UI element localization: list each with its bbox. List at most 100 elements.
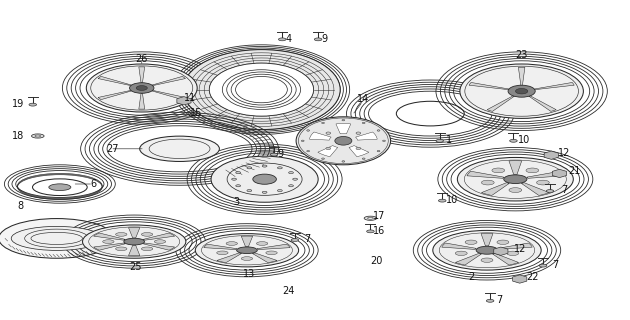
Polygon shape — [309, 132, 331, 140]
Polygon shape — [203, 244, 237, 250]
Polygon shape — [336, 124, 351, 134]
Polygon shape — [522, 183, 549, 196]
Text: 23: 23 — [515, 50, 528, 60]
Ellipse shape — [460, 64, 583, 118]
Text: 12: 12 — [513, 244, 526, 254]
Ellipse shape — [270, 153, 278, 156]
Text: 6: 6 — [90, 179, 96, 189]
Ellipse shape — [486, 300, 494, 302]
Ellipse shape — [83, 225, 186, 258]
Text: 19: 19 — [11, 99, 24, 109]
Ellipse shape — [377, 130, 380, 131]
Text: 16: 16 — [373, 226, 386, 236]
Text: 2: 2 — [468, 272, 474, 282]
Ellipse shape — [465, 240, 477, 244]
Ellipse shape — [539, 264, 547, 267]
Ellipse shape — [433, 230, 541, 270]
Ellipse shape — [289, 172, 294, 174]
Ellipse shape — [307, 150, 309, 152]
Ellipse shape — [314, 38, 322, 41]
Polygon shape — [129, 228, 140, 238]
Ellipse shape — [377, 150, 380, 152]
Text: 18: 18 — [11, 131, 24, 141]
Polygon shape — [98, 90, 132, 100]
Ellipse shape — [362, 122, 365, 124]
Polygon shape — [143, 233, 175, 240]
Polygon shape — [98, 76, 132, 86]
Ellipse shape — [277, 189, 282, 192]
Polygon shape — [455, 253, 481, 265]
Ellipse shape — [307, 130, 309, 131]
Text: 12: 12 — [558, 148, 570, 158]
Ellipse shape — [509, 188, 522, 192]
Ellipse shape — [537, 180, 549, 185]
Ellipse shape — [211, 156, 318, 202]
Text: 7: 7 — [304, 234, 311, 244]
Text: 10: 10 — [446, 195, 459, 205]
Polygon shape — [518, 67, 525, 85]
Text: 27: 27 — [106, 144, 118, 154]
Text: 11: 11 — [184, 93, 197, 103]
Ellipse shape — [277, 167, 282, 169]
Ellipse shape — [49, 184, 71, 190]
Polygon shape — [467, 171, 504, 178]
Ellipse shape — [253, 174, 277, 184]
Ellipse shape — [508, 85, 536, 97]
Text: 22: 22 — [526, 272, 539, 282]
Text: 17: 17 — [373, 211, 386, 221]
Ellipse shape — [492, 168, 505, 173]
Ellipse shape — [326, 147, 331, 150]
Text: 10: 10 — [518, 135, 530, 145]
Ellipse shape — [436, 140, 444, 142]
Polygon shape — [94, 233, 125, 240]
Ellipse shape — [124, 238, 144, 245]
Polygon shape — [509, 161, 522, 174]
Ellipse shape — [497, 240, 509, 244]
Ellipse shape — [32, 134, 44, 138]
Polygon shape — [152, 76, 185, 86]
Ellipse shape — [526, 168, 539, 173]
Ellipse shape — [368, 217, 373, 219]
Polygon shape — [152, 90, 185, 100]
Ellipse shape — [217, 251, 228, 255]
Text: 13: 13 — [243, 268, 255, 279]
Polygon shape — [94, 243, 125, 250]
Polygon shape — [493, 253, 518, 265]
Ellipse shape — [195, 234, 299, 267]
Polygon shape — [143, 243, 175, 250]
Text: 25: 25 — [129, 262, 142, 272]
Ellipse shape — [356, 147, 361, 150]
Ellipse shape — [546, 189, 554, 193]
Polygon shape — [217, 253, 241, 263]
Polygon shape — [481, 183, 509, 196]
Polygon shape — [481, 233, 493, 246]
Ellipse shape — [11, 227, 102, 251]
Ellipse shape — [115, 233, 127, 236]
Ellipse shape — [35, 135, 40, 137]
Ellipse shape — [364, 216, 377, 220]
Ellipse shape — [382, 140, 386, 141]
Ellipse shape — [136, 86, 147, 91]
Ellipse shape — [515, 89, 528, 94]
Ellipse shape — [141, 233, 153, 236]
Ellipse shape — [241, 257, 253, 260]
Ellipse shape — [476, 246, 498, 254]
Ellipse shape — [183, 50, 340, 130]
Ellipse shape — [326, 132, 331, 134]
Ellipse shape — [293, 178, 297, 180]
Ellipse shape — [504, 175, 527, 184]
Polygon shape — [349, 146, 369, 157]
Polygon shape — [487, 96, 514, 111]
Ellipse shape — [237, 247, 257, 253]
Polygon shape — [253, 253, 277, 263]
Text: 9: 9 — [321, 34, 328, 44]
Ellipse shape — [481, 180, 494, 185]
Ellipse shape — [141, 247, 153, 251]
Ellipse shape — [236, 185, 241, 187]
Ellipse shape — [29, 103, 37, 106]
Polygon shape — [498, 243, 532, 250]
Text: 7: 7 — [496, 295, 502, 305]
Ellipse shape — [301, 140, 304, 141]
Polygon shape — [527, 171, 564, 178]
Ellipse shape — [103, 240, 114, 244]
